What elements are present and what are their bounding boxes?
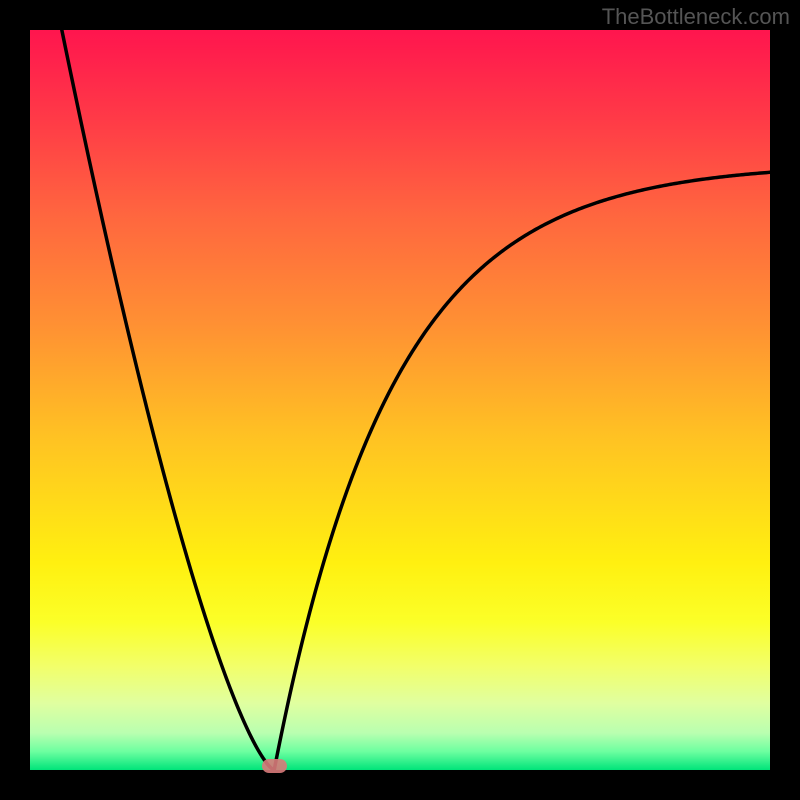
chart-container: TheBottleneck.com [0, 0, 800, 800]
watermark-text: TheBottleneck.com [602, 4, 790, 30]
bottleneck-curve [30, 30, 770, 770]
plot-area [30, 30, 770, 770]
optimal-point-marker [262, 759, 287, 773]
